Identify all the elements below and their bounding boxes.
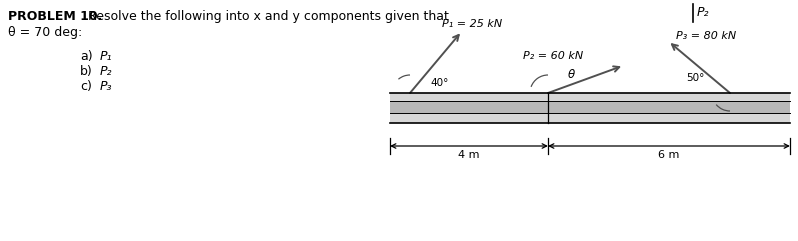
Text: Resolve the following into x and y components given that: Resolve the following into x and y compo… (84, 10, 448, 23)
Text: c): c) (80, 80, 92, 93)
Text: P₂ = 60 kN: P₂ = 60 kN (523, 51, 583, 61)
Text: P₁ = 25 kN: P₁ = 25 kN (442, 19, 503, 29)
Text: a): a) (80, 50, 93, 63)
Text: 6 m: 6 m (658, 150, 680, 160)
Text: PROBLEM 10.: PROBLEM 10. (8, 10, 102, 23)
Text: P₃: P₃ (100, 80, 113, 93)
Text: 40°: 40° (430, 78, 448, 88)
Text: 50°: 50° (686, 73, 705, 83)
Text: P₃ = 80 kN: P₃ = 80 kN (676, 31, 737, 41)
Text: P₂: P₂ (697, 6, 709, 19)
Text: P₁: P₁ (100, 50, 113, 63)
Text: θ: θ (568, 68, 575, 81)
Text: b): b) (80, 65, 93, 78)
Bar (390, 101, 790, 113)
Text: 4 m: 4 m (458, 150, 480, 160)
Text: θ = 70 deg:: θ = 70 deg: (8, 26, 82, 39)
Bar (390, 93, 790, 123)
Text: P₂: P₂ (100, 65, 113, 78)
